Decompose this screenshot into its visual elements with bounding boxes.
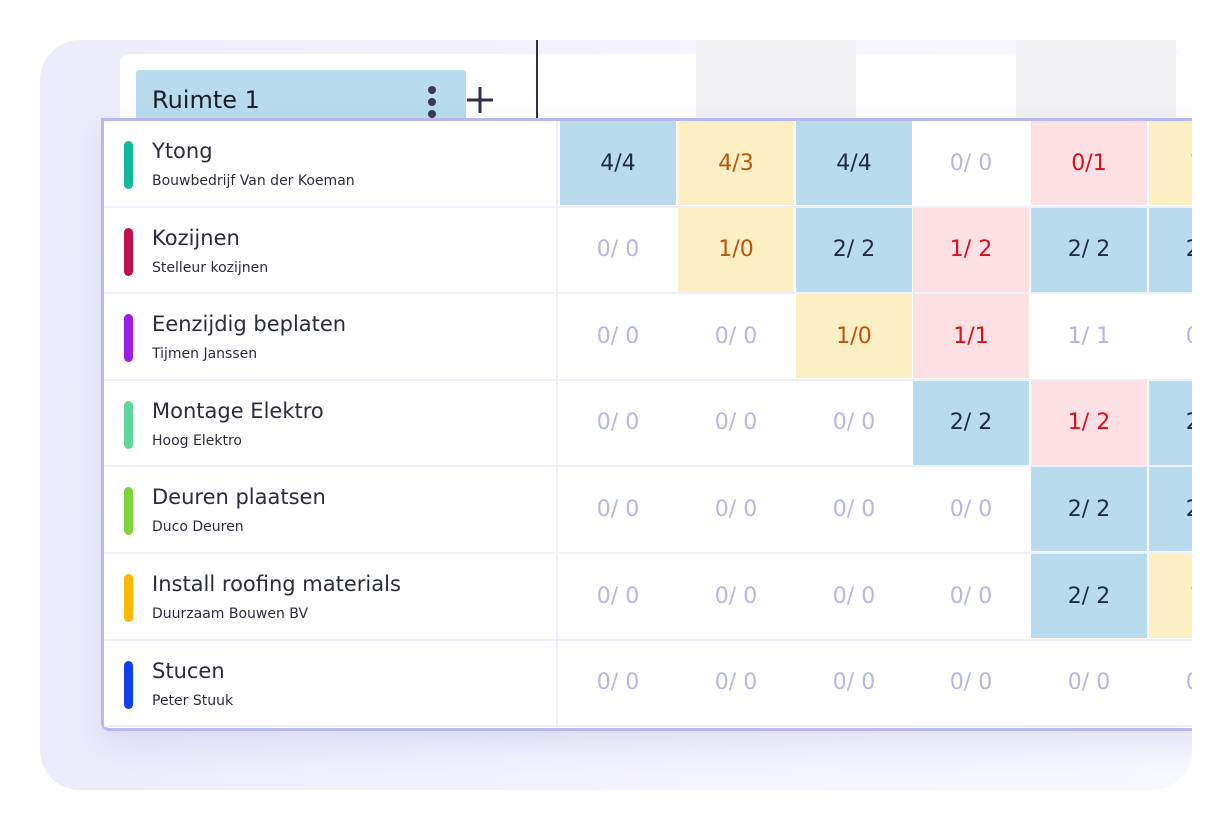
task-name: Kozijnen [152, 225, 240, 250]
menu-dot [428, 98, 436, 106]
task-row: Deuren plaatsen Duco Deuren 0/ 0 0/ 0 0/ 0 0/… [104, 467, 1192, 554]
progress-cell: 0/ 0 [560, 380, 676, 465]
progress-cell: 2/ 2 [1149, 467, 1192, 552]
progress-cell: 2/ 2 [1031, 467, 1147, 552]
progress-cell: 0/ 0 [560, 640, 676, 725]
progress-cell: 0/ 0 [913, 640, 1029, 725]
progress-cell: 1/1 [913, 294, 1029, 379]
progress-cell: 0/ 0 [678, 554, 794, 638]
progress-cell: 2/ 2 [913, 380, 1029, 465]
progress-cell: 2/ 2 [1149, 380, 1192, 465]
progress-cell: 0/ 0 [678, 380, 794, 465]
task-info: Montage Elektro Hoog Elektro [104, 380, 558, 468]
task-info: Ytong Bouwbedrijf Van der Koeman [104, 121, 558, 208]
room-tab-title: Ruimte 1 [152, 86, 260, 114]
task-name: Montage Elektro [152, 398, 324, 423]
header-column [1016, 40, 1176, 124]
progress-cell: 0/ 0 [913, 467, 1029, 552]
task-info: Stucen Peter Stuuk [104, 640, 558, 728]
progress-cell: 2/ 2 [1031, 554, 1147, 638]
task-color [124, 141, 133, 189]
progress-cell: 0/ 0 [678, 294, 794, 379]
task-company: Duco Deuren [152, 519, 244, 536]
progress-cell: 2/ 2 [1031, 207, 1147, 292]
progress-cell: 4/3 [678, 121, 794, 205]
divider [536, 40, 538, 120]
progress-cell: 0/ 0 [560, 554, 676, 638]
progress-cell: 4/4 [796, 121, 912, 205]
task-company: Peter Stuuk [152, 692, 234, 709]
header-column [696, 40, 856, 124]
task-color [124, 314, 133, 363]
progress-cell: 0/ 0 [560, 467, 676, 552]
task-color [124, 227, 133, 276]
progress-cell: 1/ 2 [1031, 380, 1147, 465]
progress-cell: 0/ 0 [796, 554, 912, 638]
task-name: Ytong [152, 139, 213, 163]
task-color [124, 574, 133, 622]
task-info: Deuren plaatsen Duco Deuren [104, 467, 558, 554]
task-name: Deuren plaatsen [152, 485, 326, 510]
progress-cell: 0/ 0 [796, 380, 912, 465]
task-info: Install roofing materials Duurzaam Bouwen… [104, 554, 558, 641]
progress-cell: 4/4 [560, 121, 676, 205]
task-row: Install roofing materials Duurzaam Bouwen… [104, 554, 1192, 641]
progress-cell: 0/ 0 [1149, 640, 1192, 725]
menu-dot [428, 110, 436, 118]
progress-cell: 1/ 1 [1031, 294, 1147, 379]
task-row: Eenzijdig beplaten Tijmen Janssen 0/ 0 0/ 0… [104, 294, 1192, 381]
task-color [124, 487, 133, 536]
task-company: Tijmen Janssen [152, 346, 258, 363]
task-company: Bouwbedrijf Van der Koeman [152, 173, 355, 189]
progress-cell: 0/ 0 [913, 121, 1029, 205]
schedule-table: Ytong Bouwbedrijf Van der Koeman 4/4 4/3 4/4… [101, 118, 1192, 731]
task-info: Eenzijdig beplaten Tijmen Janssen [104, 294, 558, 381]
task-row: Kozijnen Stelleur kozijnen 0/ 0 1/0 2/ 2 1/ 2… [104, 207, 1192, 295]
menu-dot [428, 86, 436, 94]
task-company: Stelleur kozijnen [152, 259, 269, 276]
progress-cell: 0/ 0 [678, 467, 794, 552]
progress-cell: 0/ 0 [560, 207, 676, 292]
progress-cell: 0/ 0 [678, 640, 794, 725]
progress-cell: 0/ 0 [796, 640, 912, 725]
progress-cell: 2/ 2 [1149, 207, 1192, 292]
progress-cell: 1/0 [796, 294, 912, 379]
add-tab-button[interactable] [464, 84, 496, 116]
progress-cell: 0/1 [1031, 121, 1147, 205]
task-row: Ytong Bouwbedrijf Van der Koeman 4/4 4/3 4/4… [104, 121, 1192, 208]
task-color [124, 660, 133, 709]
progress-cell: 0/ 0 [560, 294, 676, 379]
task-info: Kozijnen Stelleur kozijnen [104, 207, 558, 295]
viewport: Ruimte 1 Ytong Bouwbedrijf Van der Koeman… [101, 40, 1192, 731]
progress-cell: 0/ 0 [913, 554, 1029, 638]
task-name: Eenzijdig beplaten [152, 312, 347, 337]
progress-cell: 0/ 0 [1031, 640, 1147, 725]
task-color [124, 400, 133, 449]
task-name: Install roofing materials [152, 572, 401, 596]
progress-cell: 1/ 2 [913, 207, 1029, 292]
room-tab[interactable]: Ruimte 1 [136, 70, 466, 124]
task-name: Stucen [152, 658, 225, 683]
progress-cell: 1/0 [1149, 554, 1192, 638]
task-company: Hoog Elektro [152, 432, 242, 449]
task-company: Duurzaam Bouwen BV [152, 606, 309, 622]
progress-cell: 1/0 [1149, 121, 1192, 205]
progress-cell: 2/ 2 [796, 207, 912, 292]
progress-cell: 0/ 0 [1149, 294, 1192, 379]
progress-cell: 1/0 [678, 207, 794, 292]
progress-cell: 0/ 0 [796, 467, 912, 552]
